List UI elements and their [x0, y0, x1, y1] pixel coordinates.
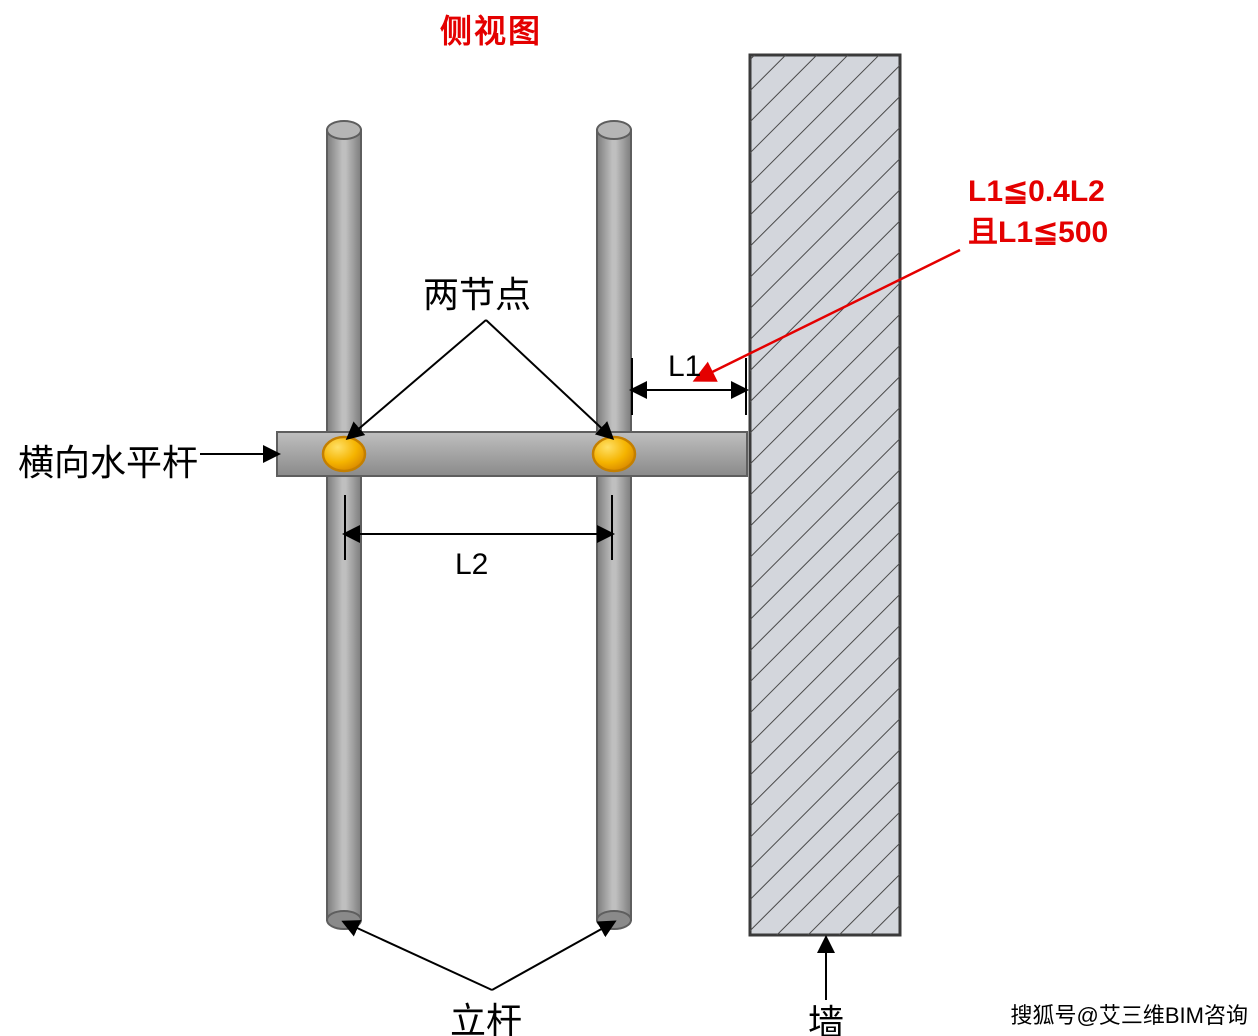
label-upright: 立杆 [450, 992, 522, 1036]
node-right [593, 437, 635, 471]
diagram-svg [0, 0, 1258, 1036]
label-l2: L2 [455, 548, 488, 582]
formula-text: L1≦0.4L2 且L1≦500 [968, 172, 1108, 253]
leader-upright [344, 922, 614, 990]
formula-line1: L1≦0.4L2 [968, 172, 1108, 213]
upright-right [597, 121, 631, 929]
diagram-canvas: 侧视图 [0, 0, 1258, 1036]
leader-two-nodes [348, 320, 612, 438]
label-wall: 墙 [808, 994, 844, 1036]
label-two-nodes: 两节点 [423, 266, 531, 318]
watermark: 搜狐号@艾三维BIM咨询 [1011, 998, 1248, 1030]
wall-shape [750, 55, 900, 935]
label-horizontal-bar: 横向水平杆 [18, 434, 198, 486]
label-l1: L1 [668, 350, 701, 384]
formula-line2: 且L1≦500 [968, 213, 1108, 254]
node-left [323, 437, 365, 471]
